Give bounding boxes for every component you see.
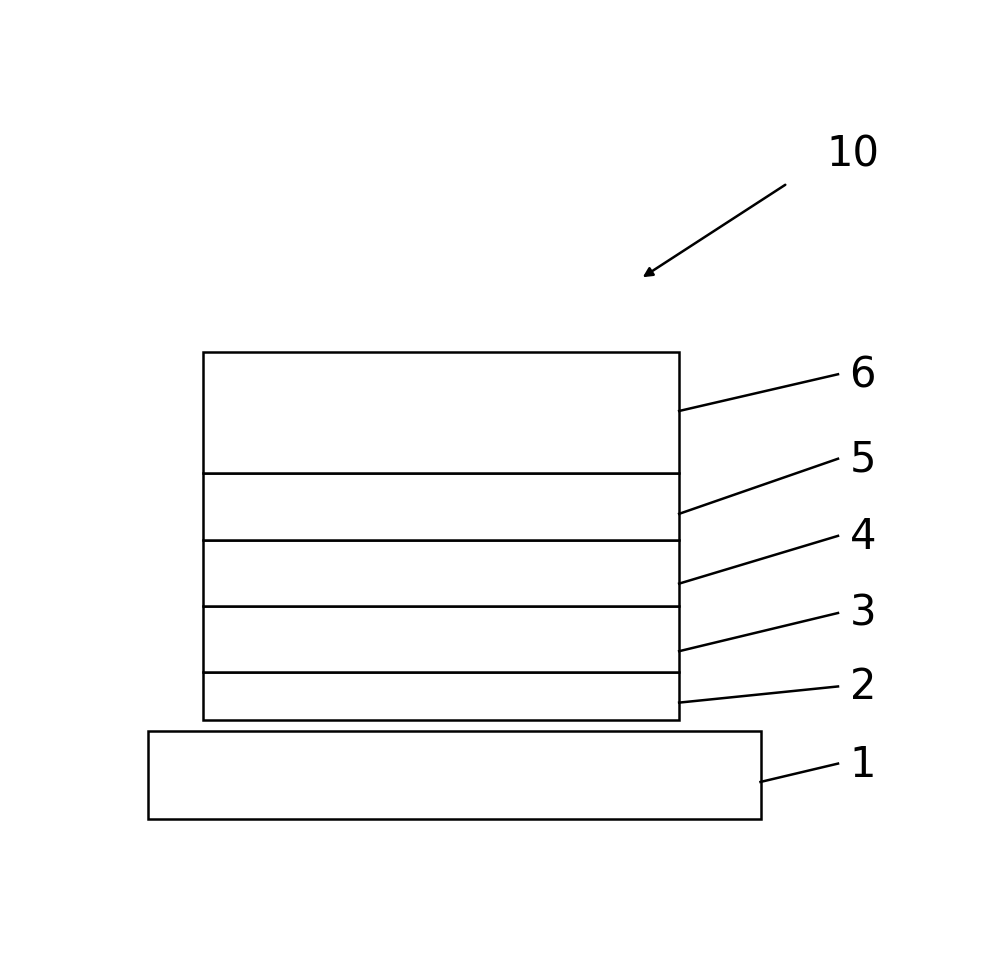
Text: 6: 6 (850, 354, 876, 395)
Text: 4: 4 (850, 516, 876, 558)
Bar (148, 731, 761, 819)
Text: 10: 10 (826, 133, 879, 175)
Bar (202, 540, 679, 606)
Bar (202, 353, 679, 474)
Bar (202, 672, 679, 720)
Bar (202, 606, 679, 672)
Text: 5: 5 (850, 438, 876, 480)
Text: 1: 1 (850, 742, 876, 784)
Text: 3: 3 (850, 593, 876, 635)
Bar (202, 474, 679, 540)
Text: 2: 2 (850, 666, 876, 708)
